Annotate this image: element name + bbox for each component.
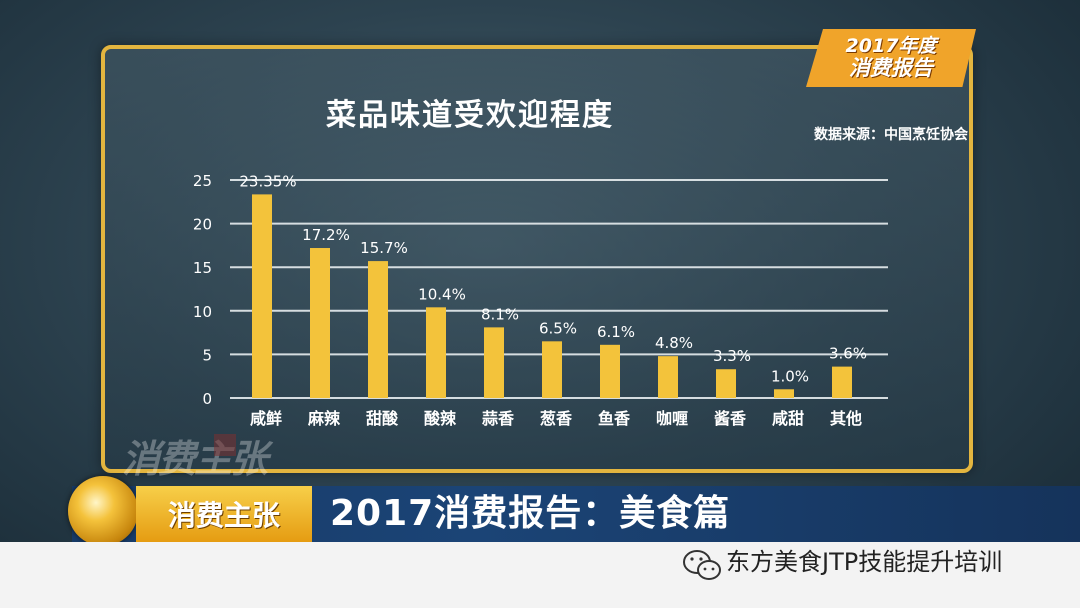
x-tick-label: 葱香	[540, 409, 573, 428]
bar	[716, 369, 736, 398]
data-label: 23.35%	[239, 172, 296, 190]
x-tick-label: 甜酸	[366, 409, 399, 428]
y-tick-label: 25	[193, 172, 212, 190]
bar	[426, 307, 446, 398]
data-label: 3.3%	[713, 347, 751, 365]
globe-icon	[68, 476, 138, 546]
bar	[484, 327, 504, 398]
x-tick-label: 酱香	[714, 409, 747, 428]
y-tick-label: 10	[193, 303, 212, 321]
data-label: 8.1%	[481, 305, 519, 323]
bar	[368, 261, 388, 398]
wechat-icon	[683, 550, 721, 580]
data-label: 1.0%	[771, 367, 809, 385]
y-tick-label: 20	[193, 216, 212, 234]
data-source: 数据来源：中国烹饪协会	[814, 127, 968, 143]
x-tick-label: 酸辣	[424, 409, 457, 428]
bar	[832, 366, 852, 398]
badge-subtitle: 消费报告	[849, 55, 933, 80]
account-name: 东方美食JTP技能提升培训	[726, 548, 1003, 576]
y-tick-label: 5	[202, 346, 212, 364]
bar	[774, 389, 794, 398]
episode-title: 2017消费报告：美食篇	[330, 493, 731, 534]
x-tick-label: 麻辣	[307, 409, 341, 428]
y-tick-label: 15	[193, 259, 212, 277]
bar	[310, 248, 330, 398]
bar	[600, 344, 620, 398]
x-tick-label: 咸鲜	[250, 409, 282, 428]
x-tick-label: 鱼香	[598, 409, 631, 428]
program-name: 消费主张	[136, 486, 312, 542]
x-tick-label: 咸甜	[772, 409, 804, 428]
badge-year: 2017年度	[845, 35, 937, 57]
program-logo: 消费主张	[118, 430, 318, 482]
chart-board	[101, 45, 973, 473]
data-label: 15.7%	[360, 239, 408, 257]
y-tick-label: 0	[202, 390, 212, 408]
bar	[542, 341, 562, 398]
chart-title: 菜品味道受欢迎程度	[326, 98, 614, 133]
data-label: 6.5%	[539, 319, 577, 337]
data-label: 3.6%	[829, 345, 867, 363]
data-label: 4.8%	[655, 334, 693, 352]
bar	[658, 356, 678, 398]
svg-text:消费主张: 消费主张	[122, 437, 274, 481]
x-tick-label: 蒜香	[482, 409, 515, 428]
account-strip	[0, 542, 1080, 608]
x-tick-label: 咖喱	[656, 409, 688, 428]
data-label: 17.2%	[302, 226, 350, 244]
report-badge: 2017年度 消费报告	[806, 29, 976, 87]
data-label: 6.1%	[597, 323, 635, 341]
bar	[252, 194, 272, 398]
x-tick-label: 其他	[830, 409, 862, 428]
data-label: 10.4%	[418, 285, 466, 303]
